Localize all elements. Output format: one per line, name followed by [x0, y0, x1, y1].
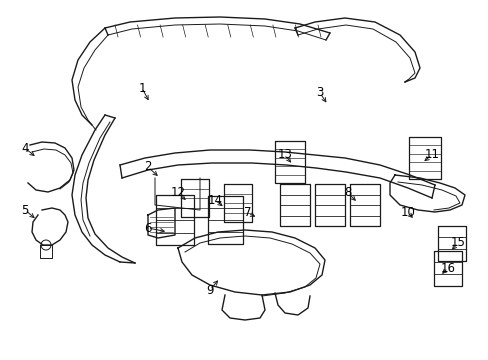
- Text: 11: 11: [424, 148, 439, 162]
- Text: 4: 4: [21, 141, 29, 154]
- Text: 2: 2: [144, 161, 151, 174]
- Text: 9: 9: [206, 284, 213, 297]
- Text: 10: 10: [400, 207, 415, 220]
- Text: 6: 6: [144, 221, 151, 234]
- Text: 7: 7: [244, 207, 251, 220]
- Text: 5: 5: [21, 203, 29, 216]
- Text: 13: 13: [277, 148, 292, 162]
- Text: 1: 1: [138, 81, 145, 94]
- Text: 16: 16: [440, 261, 454, 274]
- Text: 14: 14: [207, 194, 222, 207]
- Text: 12: 12: [170, 186, 185, 199]
- Text: 15: 15: [449, 237, 465, 249]
- Text: 3: 3: [316, 86, 323, 99]
- Text: 8: 8: [344, 186, 351, 199]
